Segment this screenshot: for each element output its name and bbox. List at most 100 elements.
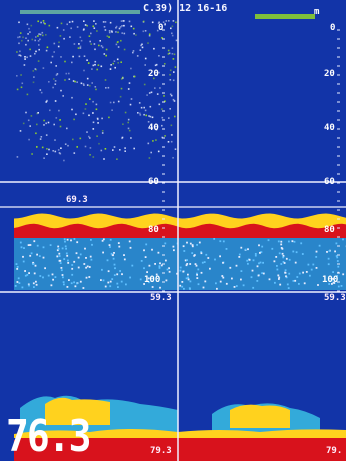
scatter-dot [187, 276, 189, 279]
scatter-dot [117, 62, 119, 64]
scatter-dot [120, 61, 122, 63]
scatter-dot [86, 59, 88, 61]
scatter-dot [169, 108, 171, 110]
scatter-dot [131, 264, 134, 267]
scatter-dot [330, 279, 333, 281]
scatter-dot [154, 87, 156, 89]
scatter-dot [113, 263, 116, 266]
scatter-dot [88, 276, 91, 278]
scatter-dot [109, 285, 112, 288]
scatter-dot [103, 26, 106, 28]
scatter-dot [279, 283, 282, 286]
scatter-dot [127, 127, 130, 130]
scatter-dot [141, 43, 143, 46]
scatter-dot [172, 245, 175, 248]
scatter-dot [101, 117, 103, 120]
scatter-dot [122, 20, 124, 22]
scatter-dot [34, 52, 36, 55]
scatter-dot [286, 283, 289, 286]
scatter-dot [169, 73, 171, 76]
scatter-dot [96, 30, 98, 32]
scatter-dot [86, 24, 88, 27]
left-depth-mark-40: 40 [148, 123, 159, 133]
scatter-dot [167, 49, 170, 52]
depth-ticks [162, 29, 340, 292]
scatter-dot [136, 55, 139, 57]
scatter-dot [71, 108, 73, 111]
scatter-dot [64, 240, 66, 243]
scatter-dot [147, 142, 150, 145]
scatter-dot [16, 268, 19, 270]
scatter-dot [145, 114, 147, 117]
scatter-dot [318, 244, 321, 247]
scatter-dot [34, 68, 37, 70]
scatter-dot [172, 157, 174, 159]
scatter-dot [44, 22, 46, 25]
scatter-dot [97, 64, 100, 66]
scatter-dot [110, 64, 112, 66]
scatter-dot [42, 276, 44, 279]
scatter-dot [46, 148, 48, 150]
scatter-dot [79, 253, 82, 256]
scatter-dot [68, 78, 71, 80]
scatter-dot [51, 55, 54, 58]
scatter-dot [169, 79, 172, 81]
scatter-dot [315, 267, 318, 269]
right-bottom-readout: 79. [326, 446, 343, 456]
scatter-dot [244, 248, 247, 251]
scatter-dot [121, 273, 123, 276]
scatter-dot [173, 100, 176, 102]
scatter-dot [83, 263, 86, 265]
scatter-dot [80, 82, 83, 85]
scatter-dot [340, 285, 343, 287]
scatter-dot [88, 135, 90, 138]
scatter-dot [127, 88, 130, 90]
scatter-dot [280, 247, 283, 249]
scatter-dot [67, 262, 70, 264]
scatter-dot [113, 60, 116, 62]
scatter-dot [150, 151, 152, 154]
scatter-dot [219, 240, 222, 243]
scatter-dot [78, 55, 81, 58]
scatter-dot [158, 55, 160, 57]
scatter-dot [337, 285, 340, 288]
scatter-dot [146, 271, 148, 273]
scatter-dot [105, 54, 107, 57]
scatter-dot [333, 282, 336, 284]
scatter-dot [94, 63, 96, 66]
scatter-dot [120, 20, 123, 22]
scatter-dot [143, 267, 145, 270]
scatter-dot [117, 31, 119, 34]
scatter-dot [106, 259, 109, 262]
scatter-dot [85, 103, 87, 105]
scatter-dot [100, 149, 103, 152]
scatter-dot [60, 56, 62, 58]
scatter-dot [276, 265, 278, 267]
scatter-dot [179, 284, 182, 287]
scatter-dot [294, 279, 297, 282]
scatter-dot [213, 238, 216, 240]
scatter-dot [277, 274, 280, 277]
scatter-dot [130, 137, 132, 139]
scatter-dot [23, 247, 25, 249]
scatter-dot [273, 260, 276, 263]
scatter-dot [140, 44, 142, 47]
scatter-dot [32, 261, 34, 264]
scatter-dot [91, 82, 93, 84]
scatter-dot [79, 137, 82, 140]
scatter-dot [52, 86, 54, 89]
scatter-dot [73, 152, 76, 154]
scatter-dot [198, 241, 201, 244]
scatter-dot [63, 238, 66, 241]
current-depth-readout: 76.3 [6, 410, 92, 461]
scatter-dot [72, 138, 74, 141]
scatter-dot [240, 246, 243, 249]
scatter-dot [56, 26, 59, 29]
scatter-dot [32, 81, 35, 84]
scatter-dot [132, 27, 135, 30]
scatter-dot [66, 238, 69, 241]
scatter-dot [276, 268, 279, 271]
scatter-dot [235, 285, 238, 287]
scatter-dot [28, 138, 30, 141]
scatter-dot [108, 31, 111, 34]
